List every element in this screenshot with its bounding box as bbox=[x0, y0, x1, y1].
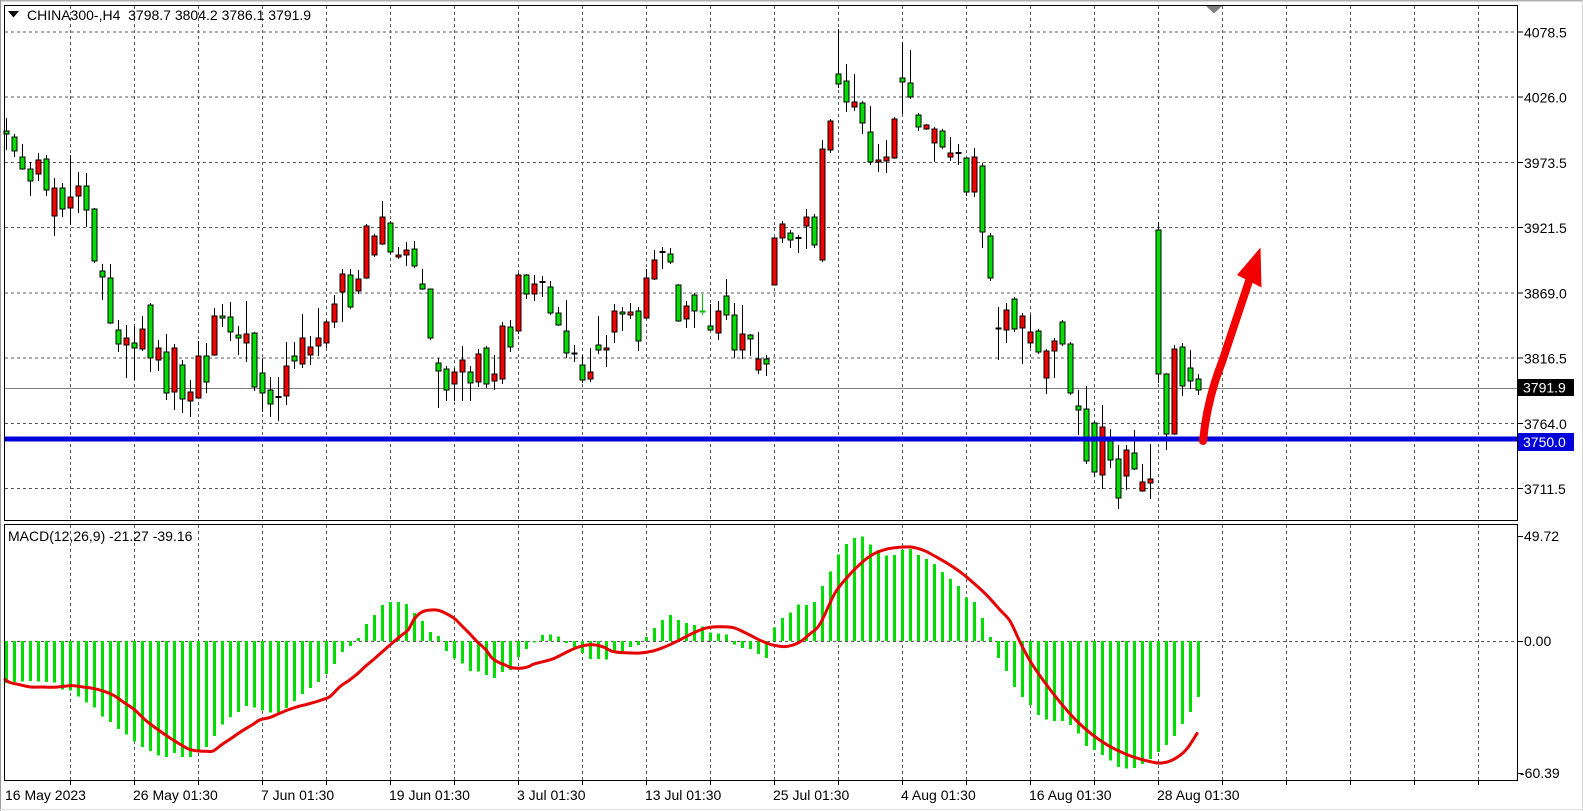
svg-text:3791.9: 3791.9 bbox=[1523, 380, 1566, 396]
svg-text:28 Aug 01:30: 28 Aug 01:30 bbox=[1157, 787, 1240, 803]
svg-text:3816.5: 3816.5 bbox=[1524, 351, 1567, 367]
svg-text:3973.5: 3973.5 bbox=[1524, 155, 1567, 171]
svg-text:25 Jul 01:30: 25 Jul 01:30 bbox=[773, 787, 849, 803]
svg-text:4 Aug 01:30: 4 Aug 01:30 bbox=[901, 787, 976, 803]
svg-text:MACD(12,26,9) -21.27 -39.16: MACD(12,26,9) -21.27 -39.16 bbox=[8, 528, 193, 544]
svg-text:49.72: 49.72 bbox=[1524, 528, 1559, 544]
svg-text:13 Jul 01:30: 13 Jul 01:30 bbox=[645, 787, 721, 803]
svg-text:3711.5: 3711.5 bbox=[1524, 481, 1566, 497]
svg-text:26 May 01:30: 26 May 01:30 bbox=[133, 787, 218, 803]
svg-text:0.00: 0.00 bbox=[1524, 633, 1551, 649]
svg-text:3 Jul 01:30: 3 Jul 01:30 bbox=[517, 787, 586, 803]
svg-text:3750.0: 3750.0 bbox=[1523, 434, 1566, 450]
svg-text:16 Aug 01:30: 16 Aug 01:30 bbox=[1029, 787, 1112, 803]
svg-text:3764.0: 3764.0 bbox=[1524, 416, 1567, 432]
svg-text:7 Jun 01:30: 7 Jun 01:30 bbox=[261, 787, 334, 803]
svg-text:3869.0: 3869.0 bbox=[1524, 285, 1567, 301]
svg-text:4026.0: 4026.0 bbox=[1524, 90, 1567, 106]
svg-text:4078.5: 4078.5 bbox=[1524, 25, 1567, 41]
svg-text:3921.5: 3921.5 bbox=[1524, 220, 1567, 236]
svg-text:16 May 2023: 16 May 2023 bbox=[5, 787, 86, 803]
svg-text:-60.39: -60.39 bbox=[1520, 765, 1560, 781]
svg-text:19 Jun 01:30: 19 Jun 01:30 bbox=[389, 787, 470, 803]
svg-text:CHINA300-,H4 3798.7 3804.2 37: CHINA300-,H4 3798.7 3804.2 3786.1 3791.9 bbox=[27, 7, 311, 23]
